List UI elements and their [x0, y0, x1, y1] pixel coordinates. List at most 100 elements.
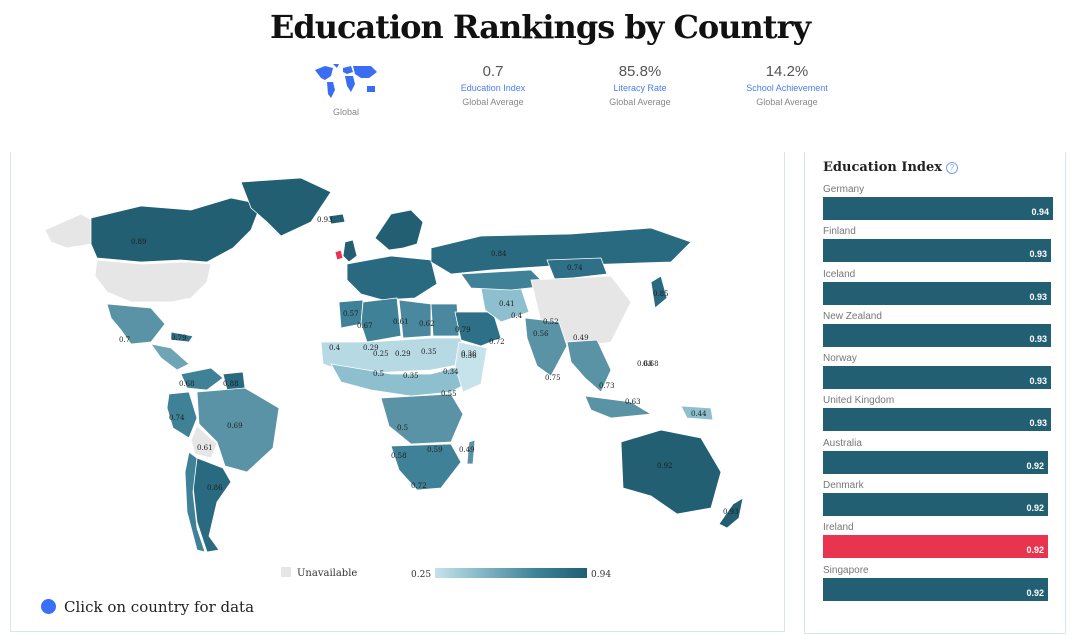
country-southeast-asia[interactable]: [566, 339, 612, 393]
map-value-label: 0.59: [427, 446, 443, 454]
ranking-item[interactable]: Germany 0.94: [823, 184, 1057, 226]
map-value-label: 0.5: [373, 370, 384, 378]
ranking-title-text: Education Index: [823, 160, 943, 175]
country-mongolia[interactable]: [546, 257, 608, 281]
ranking-bar[interactable]: 0.93: [823, 281, 1051, 305]
ranking-bar[interactable]: 0.93: [823, 239, 1051, 263]
country-uk[interactable]: [342, 239, 358, 263]
ranking-bar[interactable]: 0.93: [823, 366, 1051, 390]
map-value-label: 0.57: [343, 310, 359, 318]
map-value-label: 0.7: [119, 336, 130, 344]
stats-row: Global 0.7 Education Index Global Averag…: [0, 62, 1080, 122]
country-india[interactable]: [524, 317, 568, 377]
ranking-item[interactable]: Finland 0.93: [823, 226, 1057, 268]
map-value-label: 0.63: [625, 398, 641, 406]
country-saudi-arabia[interactable]: [454, 311, 502, 347]
ranking-bar[interactable]: 0.92: [823, 535, 1048, 559]
country-argentina[interactable]: [192, 457, 232, 553]
gradient-bar: [435, 568, 588, 578]
map-value-label: 0.67: [357, 322, 373, 330]
country-chile[interactable]: [184, 451, 206, 553]
map-value-label: 0.44: [691, 410, 707, 418]
country-southern-africa[interactable]: [390, 443, 462, 491]
ranking-bar[interactable]: 0.92: [823, 450, 1048, 474]
ranking-bar[interactable]: 0.92: [823, 493, 1048, 517]
country-australia[interactable]: [620, 429, 722, 515]
world-map-panel: 0.89 0.93 0.84 0.74 0.85 0.7 0.79 0.69 0…: [10, 152, 785, 632]
map-value-label: 0.68: [179, 380, 195, 388]
ranking-item[interactable]: Australia 0.92: [823, 438, 1057, 480]
legend-min: 0.25: [411, 570, 432, 580]
country-russia[interactable]: [430, 227, 692, 275]
country-greenland[interactable]: [240, 177, 332, 237]
stat-literacy-rate: 85.8% Literacy Rate Global Average: [580, 62, 700, 110]
ranking-country-name: Germany: [823, 184, 865, 195]
country-egypt[interactable]: [430, 303, 460, 337]
ranking-item[interactable]: Norway 0.93: [823, 353, 1057, 395]
country-scandinavia[interactable]: [374, 209, 424, 251]
ranking-bar-value: 0.93: [1029, 376, 1047, 387]
world-map[interactable]: 0.89 0.93 0.84 0.74 0.85 0.7 0.79 0.69 0…: [11, 152, 784, 632]
map-value-label: 0.93: [723, 508, 739, 516]
country-mexico[interactable]: [106, 303, 166, 345]
country-cuba[interactable]: [170, 331, 194, 343]
global-selector[interactable]: Global: [306, 62, 386, 117]
ranking-bar-value: 0.93: [1029, 291, 1047, 302]
click-hint-text: Click on country for data: [64, 598, 255, 616]
country-indonesia[interactable]: [584, 395, 653, 419]
country-new-zealand[interactable]: [718, 497, 744, 529]
info-icon[interactable]: ?: [946, 162, 959, 174]
ranking-bar[interactable]: 0.94: [823, 197, 1053, 220]
ranking-country-name: United Kingdom: [823, 395, 895, 407]
stat-sub: Global Average: [609, 97, 671, 107]
map-value-label: 0.29: [363, 344, 379, 352]
map-value-label: 0.68: [643, 360, 659, 368]
legend-unavailable-label: Unavailable: [297, 568, 358, 579]
country-png[interactable]: [680, 405, 714, 421]
country-kazakhstan[interactable]: [460, 269, 548, 291]
country-bolivia[interactable]: [190, 425, 218, 459]
ranking-item[interactable]: Iceland 0.93: [823, 269, 1057, 311]
ranking-bar-value: 0.92: [1026, 460, 1044, 471]
click-hint: Click on country for data: [41, 598, 254, 616]
country-venezuela[interactable]: [180, 367, 224, 391]
ranking-bar-value: 0.93: [1029, 333, 1047, 344]
ranking-bar[interactable]: 0.92: [823, 577, 1048, 601]
stat-label[interactable]: Literacy Rate: [613, 83, 667, 93]
map-value-label: 0.68: [637, 360, 653, 368]
country-brazil[interactable]: [196, 387, 280, 473]
country-alaska[interactable]: [44, 213, 96, 249]
country-peru[interactable]: [166, 391, 198, 439]
map-value-label: 0.74: [567, 264, 583, 272]
country-iceland[interactable]: [328, 213, 346, 225]
country-japan[interactable]: [650, 275, 668, 309]
ranking-item[interactable]: Singapore 0.92: [823, 565, 1057, 607]
stat-label[interactable]: Education Index: [460, 83, 526, 93]
country-madagascar[interactable]: [466, 439, 476, 465]
country-libya[interactable]: [398, 299, 432, 339]
ranking-country-name: Finland: [823, 226, 856, 238]
country-canada[interactable]: [90, 197, 262, 263]
country-algeria[interactable]: [360, 297, 402, 343]
country-central-africa[interactable]: [380, 393, 464, 445]
map-value-label: 0.73: [599, 382, 615, 390]
country-ireland[interactable]: [334, 249, 344, 261]
ranking-country-name: New Zealand: [823, 310, 882, 322]
ranking-bar-value: 0.93: [1029, 418, 1047, 429]
ranking-bar[interactable]: 0.93: [823, 408, 1051, 432]
country-east-africa[interactable]: [454, 341, 488, 393]
stat-school-achievement: 14.2% School Achievement Global Average: [727, 62, 847, 110]
country-western-europe[interactable]: [346, 255, 438, 301]
ranking-bar[interactable]: 0.93: [823, 323, 1051, 347]
stat-value: 0.7: [482, 63, 504, 80]
map-value-label: 0.55: [441, 390, 457, 398]
country-central-america[interactable]: [150, 343, 190, 371]
ranking-item[interactable]: Ireland 0.92: [823, 522, 1057, 564]
stat-label[interactable]: School Achievement: [746, 83, 828, 93]
ranking-item[interactable]: Denmark 0.92: [823, 480, 1057, 522]
ranking-item[interactable]: New Zealand 0.93: [823, 311, 1057, 353]
country-usa[interactable]: [94, 259, 212, 303]
ranking-item[interactable]: United Kingdom 0.93: [823, 395, 1057, 437]
stat-education-index: 0.7 Education Index Global Average: [433, 62, 553, 110]
map-value-label: 0.79: [171, 334, 187, 342]
